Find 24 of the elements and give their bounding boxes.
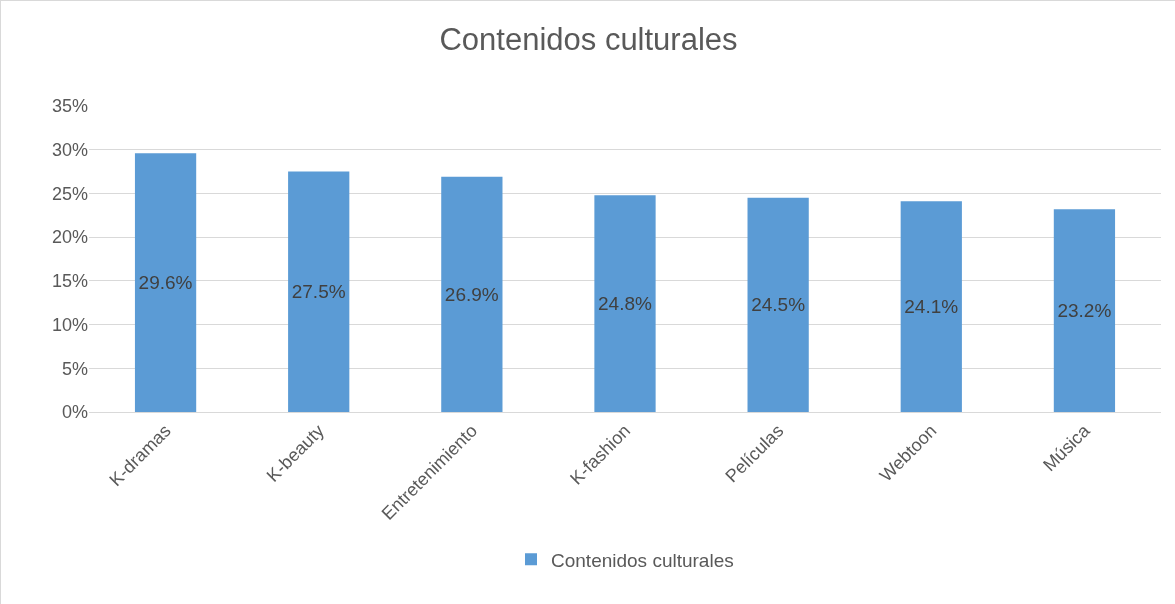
y-tick-label: 15% (51, 271, 88, 292)
y-tick-label: 30% (51, 140, 88, 161)
data-label: 27.5% (291, 281, 346, 303)
legend-label: Contenidos culturales (551, 549, 734, 571)
data-label: 23.2% (1057, 300, 1112, 322)
bar (747, 197, 809, 412)
chart-title: Contenidos culturales (439, 21, 738, 57)
bar (1053, 209, 1116, 412)
data-label: 24.5% (751, 294, 806, 316)
data-label: 26.9% (444, 283, 499, 305)
data-label: 24.8% (598, 293, 652, 315)
data-label: 24.1% (904, 296, 959, 318)
bar (134, 153, 197, 412)
bar (441, 176, 503, 412)
y-tick-label: 35% (51, 96, 88, 117)
y-tick-label: 10% (51, 314, 88, 335)
y-tick-label: 5% (61, 358, 88, 379)
y-tick-label: 25% (51, 183, 88, 204)
bar (288, 171, 350, 412)
data-label: 29.6% (138, 272, 193, 294)
y-tick-label: 0% (61, 402, 88, 423)
bar (900, 201, 962, 412)
bar (594, 195, 656, 412)
y-tick-label: 20% (51, 227, 88, 248)
